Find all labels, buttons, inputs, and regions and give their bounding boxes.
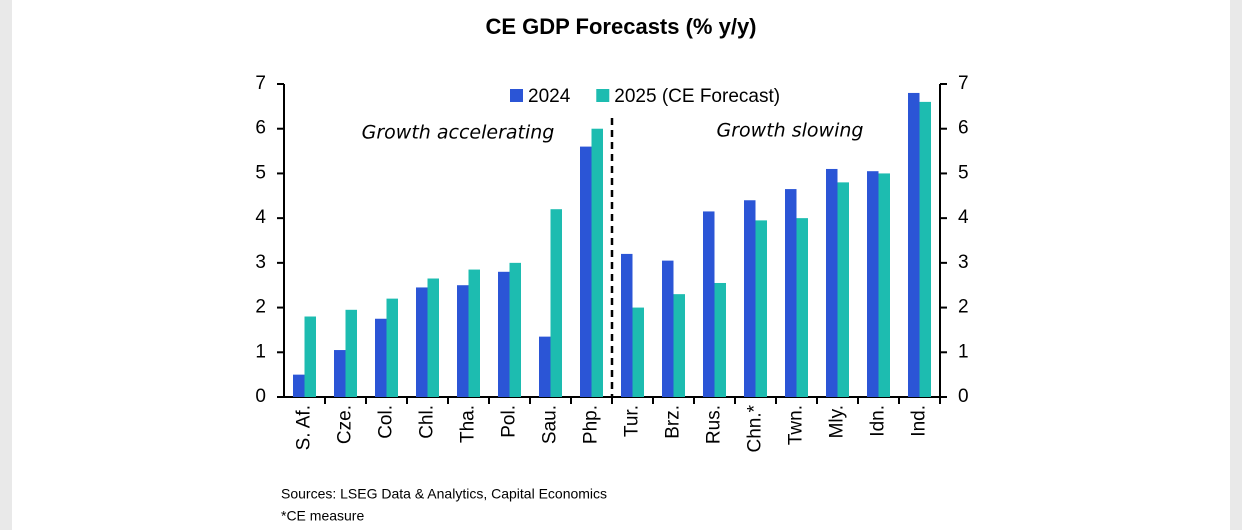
source: Sources: LSEG Data & Analytics, Capital …	[281, 486, 607, 502]
y-tick-label: 3	[255, 252, 266, 273]
annotation: Growth accelerating	[362, 122, 555, 144]
y2-tick-label: 3	[958, 252, 969, 273]
bar	[293, 374, 305, 397]
legend-label: 2024	[528, 86, 571, 107]
bar	[509, 262, 521, 397]
x-tick-label: Pol.	[499, 405, 520, 438]
y-tick-label: 2	[255, 297, 266, 318]
x-tick-label: Idn.	[868, 405, 889, 437]
bar	[427, 278, 439, 397]
bar	[837, 182, 849, 397]
bar	[673, 294, 685, 397]
bar	[867, 171, 879, 397]
bar	[826, 168, 838, 397]
bar	[498, 271, 510, 397]
x-tick-label: S. Af.	[294, 405, 315, 450]
y2-tick-label: 6	[958, 118, 969, 139]
bar	[632, 307, 644, 397]
y2-tick-label: 2	[958, 297, 969, 318]
x-tick-label: Php.	[581, 405, 602, 444]
x-tick-label: Cze.	[335, 405, 356, 444]
bar	[345, 309, 357, 397]
x-tick-label: Brz.	[663, 405, 684, 439]
x-tick-label: Twn.	[786, 405, 807, 445]
y2-tick-label: 5	[958, 162, 969, 183]
bar	[714, 282, 726, 397]
legend-swatch	[510, 89, 523, 102]
bar	[539, 336, 551, 397]
y-tick-label: 1	[255, 341, 266, 362]
bar	[703, 211, 715, 397]
y-tick-label: 5	[255, 162, 266, 183]
y-tick-label: 7	[255, 73, 266, 94]
y2-tick-label: 7	[958, 73, 969, 94]
bar	[304, 316, 316, 397]
bar	[755, 220, 767, 397]
y2-tick-label: 4	[958, 207, 969, 228]
legend-swatch	[596, 89, 610, 102]
x-tick-label: Sau.	[540, 405, 561, 444]
y-tick-label: 4	[255, 207, 266, 228]
bar	[662, 260, 674, 397]
bar	[621, 253, 633, 397]
y-tick-label: 6	[255, 118, 266, 139]
x-tick-label: Chn.*	[745, 404, 766, 452]
footnote: *CE measure	[281, 508, 364, 524]
bar	[386, 298, 398, 397]
bar	[796, 218, 808, 397]
x-tick-label: Rus.	[704, 405, 725, 444]
bar	[550, 209, 562, 397]
annotation: Growth slowing	[717, 120, 864, 142]
x-tick-label: Chl.	[417, 405, 438, 439]
bar	[468, 269, 480, 397]
x-tick-label: Ind.	[909, 405, 930, 437]
bar	[457, 285, 469, 397]
x-tick-label: Col.	[376, 405, 397, 439]
bar	[416, 287, 428, 397]
chart-title: CE GDP Forecasts (% y/y)	[485, 14, 756, 39]
bar	[908, 92, 920, 397]
bar	[375, 318, 387, 397]
x-tick-label: Tur.	[622, 405, 643, 437]
x-tick-label: Tha.	[458, 405, 479, 443]
bar	[919, 101, 931, 397]
bar	[744, 200, 756, 397]
bar	[785, 189, 797, 397]
bar	[580, 146, 592, 397]
bar	[878, 173, 890, 397]
y2-tick-label: 1	[958, 341, 969, 362]
y-tick-label: 0	[255, 386, 266, 407]
bar	[334, 350, 346, 397]
bar	[591, 128, 603, 397]
x-tick-label: Mly.	[827, 405, 848, 438]
legend-label: 2025 (CE Forecast)	[614, 86, 780, 107]
y2-tick-label: 0	[958, 386, 969, 407]
